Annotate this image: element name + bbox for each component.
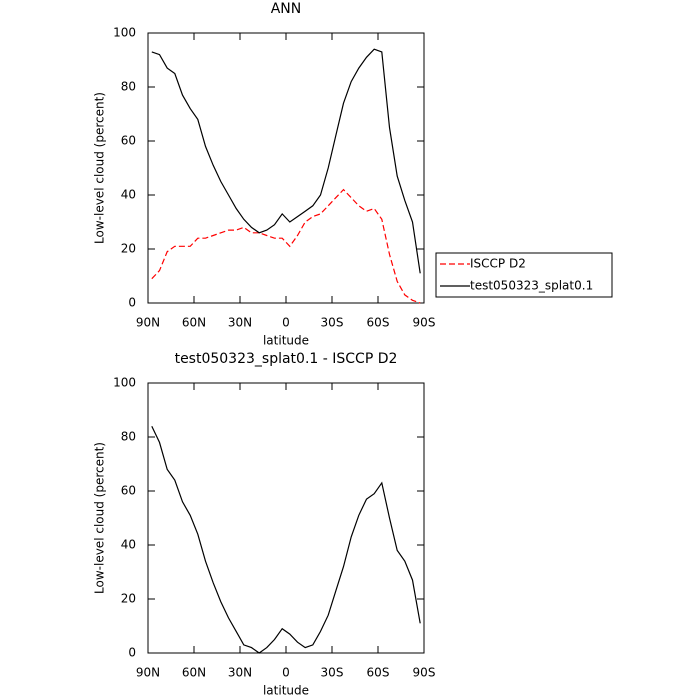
plot-frame [147, 382, 425, 654]
y-tick-label: 80 [121, 80, 136, 94]
y-tick-label: 80 [121, 430, 136, 444]
legend-label: test050323_splat0.1 [470, 279, 593, 293]
y-tick-label: 0 [128, 646, 136, 660]
chart-title: test050323_splat0.1 - ISCCP D2 [175, 351, 398, 367]
y-tick-label: 40 [121, 538, 136, 552]
series-line [151, 188, 421, 304]
series-line [151, 48, 421, 274]
y-tick-label: 100 [113, 26, 136, 40]
x-tick-label: 30S [321, 316, 344, 330]
x-tick-label: 30N [228, 666, 252, 680]
x-axis-label: latitude [263, 334, 309, 348]
plot-frame [147, 32, 425, 304]
x-tick-label: 90S [413, 316, 436, 330]
x-tick-label: 90N [136, 666, 160, 680]
x-axis-label: latitude [263, 684, 309, 698]
y-tick-label: 40 [121, 188, 136, 202]
legend-box [435, 252, 613, 298]
data-line [151, 425, 421, 654]
x-tick-label: 90S [413, 666, 436, 680]
x-tick-label: 30N [228, 316, 252, 330]
y-tick-label: 60 [121, 134, 136, 148]
y-tick-label: 0 [128, 296, 136, 310]
x-tick-label: 60N [182, 666, 206, 680]
x-tick-label: 0 [282, 316, 290, 330]
x-tick-label: 60N [182, 316, 206, 330]
y-tick-label: 100 [113, 376, 136, 390]
y-tick-label: 20 [121, 592, 136, 606]
x-tick-label: 90N [136, 316, 160, 330]
y-tick-label: 60 [121, 484, 136, 498]
y-tick-label: 20 [121, 242, 136, 256]
y-axis-label: Low-level cloud (percent) [93, 442, 107, 594]
x-tick-label: 60S [367, 666, 390, 680]
legend-label: ISCCP D2 [470, 257, 526, 271]
chart-title: ANN [271, 1, 302, 17]
y-axis-label: Low-level cloud (percent) [93, 92, 107, 244]
x-tick-label: 60S [367, 316, 390, 330]
x-tick-label: 0 [282, 666, 290, 680]
x-tick-label: 30S [321, 666, 344, 680]
